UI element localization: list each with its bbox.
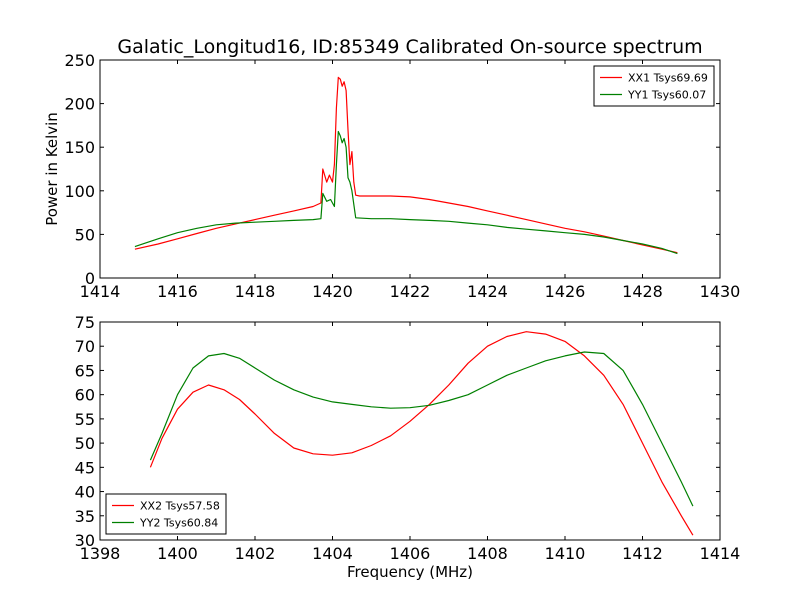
bottom-y-tick-label: 75: [75, 313, 95, 332]
top-legend-label: YY1 Tsys60.07: [627, 89, 706, 102]
top-x-tick-label: 1422: [390, 282, 431, 301]
top-y-tick-label: 150: [64, 138, 95, 157]
top-series-line-1: [134, 76, 678, 254]
bottom-legend: XX2 Tsys57.58 YY2 Tsys60.84: [105, 493, 227, 535]
top-spectrum-plot: 1414 1416 1418 1420 1422 1424 1426 1428 1430 0 50 1…: [43, 51, 740, 301]
bottom-x-axis-label: Frequency (MHz): [347, 563, 473, 581]
bottom-y-tick-label: 45: [75, 458, 95, 477]
bottom-x-tick-label: 1402: [235, 544, 276, 563]
bottom-y-tick-label: 30: [75, 531, 95, 550]
bottom-y-tick-label: 60: [75, 386, 95, 405]
top-series-line-2: [134, 130, 678, 255]
bottom-y-tick-label: 65: [75, 361, 95, 380]
top-x-tick-label: 1428: [622, 282, 663, 301]
figure-title: Galatic_Longitud16, ID:85349 Calibrated …: [117, 36, 702, 58]
bottom-y-tick-label: 55: [75, 410, 95, 429]
bottom-y-tick-label: 35: [75, 507, 95, 526]
bottom-legend-box: [105, 493, 227, 535]
bottom-x-tick-label: 1410: [545, 544, 586, 563]
bottom-series-line-1: [149, 331, 694, 536]
top-y-tick-label: 100: [64, 182, 95, 201]
bottom-series-line-2: [149, 351, 694, 507]
top-legend: XX1 Tsys69.69 YY1 Tsys60.07: [593, 65, 715, 107]
top-x-tick-label: 1416: [157, 282, 198, 301]
top-x-tick-label: 1430: [700, 282, 741, 301]
top-x-tick-label: 1426: [545, 282, 586, 301]
top-y-axis-label: Power in Kelvin: [43, 112, 61, 226]
top-y-tick-label: 0: [85, 269, 95, 288]
top-y-tick-label: 200: [64, 95, 95, 114]
bottom-series-layer: [149, 331, 694, 536]
top-x-tick-label: 1414: [80, 282, 121, 301]
bottom-ticks: 1398 1400 1402 1404 1406 1408 1410 1412 1414 30 35…: [75, 313, 741, 563]
top-legend-box: [593, 65, 715, 107]
top-series-layer: [134, 76, 678, 255]
top-legend-label: XX1 Tsys69.69: [628, 72, 708, 85]
top-y-tick-label: 250: [64, 51, 95, 70]
bottom-y-tick-label: 40: [75, 483, 95, 502]
top-x-tick-label: 1420: [312, 282, 353, 301]
top-ticks: 1414 1416 1418 1420 1422 1424 1426 1428 1430 0 50 1…: [64, 51, 740, 301]
bottom-spectrum-plot: 1398 1400 1402 1404 1406 1408 1410 1412 1414 30 35…: [75, 313, 741, 581]
top-x-tick-label: 1424: [467, 282, 508, 301]
bottom-x-tick-label: 1414: [700, 544, 741, 563]
bottom-x-tick-label: 1406: [390, 544, 431, 563]
bottom-legend-label: XX2 Tsys57.58: [140, 500, 220, 513]
bottom-x-tick-label: 1400: [157, 544, 198, 563]
top-x-tick-label: 1418: [235, 282, 276, 301]
bottom-x-tick-label: 1398: [80, 544, 121, 563]
bottom-y-tick-label: 50: [75, 434, 95, 453]
bottom-y-tick-label: 70: [75, 337, 95, 356]
bottom-x-tick-label: 1408: [467, 544, 508, 563]
bottom-x-tick-label: 1412: [622, 544, 663, 563]
top-y-tick-label: 50: [75, 225, 95, 244]
bottom-x-tick-label: 1404: [312, 544, 353, 563]
bottom-legend-label: YY2 Tsys60.84: [139, 517, 218, 530]
